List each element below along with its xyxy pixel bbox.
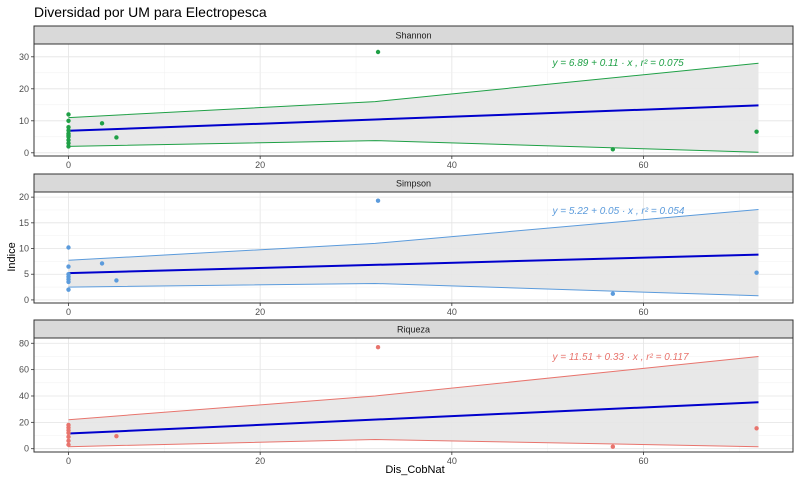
data-point — [99, 261, 105, 266]
chart-title: Diversidad por UM para Electropesca — [34, 4, 267, 20]
data-point — [66, 112, 71, 117]
regression-line — [68, 253, 759, 275]
x-tick-label: 60 — [638, 160, 648, 170]
data-point — [66, 118, 71, 124]
data-point — [754, 270, 759, 275]
y-tick-label: 10 — [19, 116, 29, 126]
data-point — [375, 198, 381, 203]
data-point — [375, 49, 381, 55]
data-point — [66, 434, 71, 440]
y-tick-label: 0 — [24, 295, 29, 305]
panel-simpson: Simpson y = 5.22 + 0.05 · x , r² = 0.054 0… — [19, 173, 794, 317]
y-tick-label: 80 — [19, 338, 29, 348]
band-upper-line — [68, 209, 759, 261]
y-tick-label: 0 — [24, 444, 29, 454]
regression-equation: y = 5.22 + 0.05 · x , r² = 0.054 — [551, 206, 684, 217]
y-tick-label: 5 — [24, 269, 29, 279]
band-upper-line — [68, 62, 759, 119]
y-tick-label: 20 — [19, 84, 29, 94]
x-tick-label: 60 — [638, 456, 648, 466]
regression-line — [68, 401, 759, 435]
regression-equation: y = 11.51 + 0.33 · x , r² = 0.117 — [551, 352, 689, 363]
data-point — [375, 345, 381, 350]
y-tick-label: 20 — [19, 417, 29, 427]
data-point — [66, 128, 71, 133]
confidence-band — [68, 356, 759, 447]
data-point — [66, 245, 71, 250]
data-point — [66, 264, 71, 269]
data-point — [66, 438, 71, 443]
data-point — [754, 129, 759, 134]
data-point — [66, 131, 71, 136]
x-tick-label: 60 — [638, 307, 648, 317]
data-point — [66, 287, 71, 292]
x-tick-label: 0 — [66, 160, 71, 170]
confidence-band — [68, 209, 759, 296]
data-point — [66, 125, 71, 130]
data-point — [66, 137, 71, 143]
band-upper-line — [68, 356, 759, 421]
x-axis-title: Dis_CobNat — [385, 464, 444, 476]
x-tick-label: 40 — [447, 456, 457, 466]
band-lower-line — [68, 438, 759, 448]
data-point — [114, 433, 119, 439]
data-point — [99, 121, 105, 126]
data-point — [610, 291, 616, 296]
data-point — [66, 144, 71, 149]
data-point — [66, 141, 71, 146]
panel-border — [33, 191, 794, 304]
y-tick-label: 40 — [19, 391, 29, 401]
data-point — [610, 147, 616, 152]
x-tick-label: 40 — [447, 160, 457, 170]
data-point — [66, 272, 71, 277]
regression-line — [68, 104, 759, 132]
x-tick-label: 20 — [255, 160, 265, 170]
band-lower-line — [68, 140, 759, 153]
panel-border — [33, 43, 794, 157]
band-lower-line — [68, 282, 759, 297]
x-tick-label: 20 — [255, 456, 265, 466]
data-point — [754, 426, 759, 431]
panel-riqueza: Riqueza y = 11.51 + 0.33 · x , r² = 0.117… — [19, 319, 794, 466]
y-tick-label: 60 — [19, 365, 29, 375]
y-tick-label: 30 — [19, 52, 29, 62]
x-tick-label: 40 — [447, 307, 457, 317]
y-tick-label: 20 — [19, 192, 29, 202]
y-tick-label: 15 — [19, 218, 29, 228]
y-tick-label: 10 — [19, 244, 29, 254]
x-tick-label: 0 — [66, 456, 71, 466]
data-point — [610, 444, 616, 449]
data-point — [114, 278, 119, 283]
regression-equation: y = 6.89 + 0.11 · x , r² = 0.075 — [551, 58, 684, 69]
data-point — [114, 135, 119, 140]
facet-strip-label: Shannon — [395, 31, 431, 41]
y-axis-title: Indice — [6, 242, 18, 271]
facet-strip-label: Simpson — [396, 179, 431, 189]
confidence-band — [68, 63, 759, 153]
y-tick-label: 0 — [24, 148, 29, 158]
panel-shannon: Shannon y = 6.89 + 0.11 · x , r² = 0.075 0… — [19, 25, 794, 170]
panel-border — [33, 337, 794, 453]
facet-strip-label: Riqueza — [397, 325, 430, 335]
facet-panels: Shannon y = 6.89 + 0.11 · x , r² = 0.075 0… — [19, 25, 794, 466]
data-point — [66, 442, 71, 447]
x-tick-label: 20 — [255, 307, 265, 317]
data-point — [66, 422, 71, 428]
x-tick-label: 0 — [66, 307, 71, 317]
